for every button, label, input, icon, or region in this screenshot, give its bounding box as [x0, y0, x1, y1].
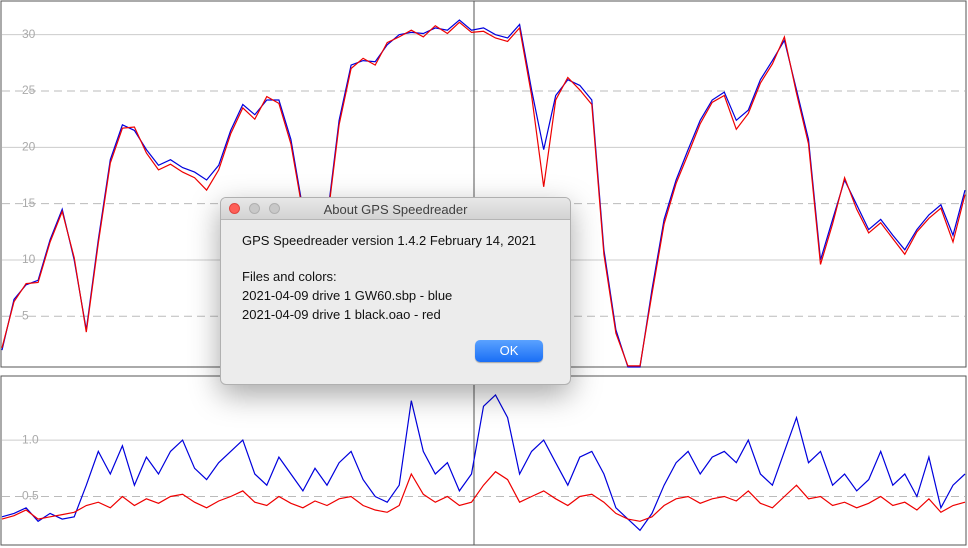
y-tick-label: 30 — [22, 27, 36, 41]
series-line — [1, 21, 966, 367]
ok-button[interactable]: OK — [475, 340, 543, 362]
minimize-button[interactable] — [249, 203, 260, 214]
y-tick-label: 20 — [22, 139, 36, 153]
close-button[interactable] — [229, 203, 240, 214]
about-dialog: About GPS Speedreader GPS Speedreader ve… — [220, 197, 571, 385]
files-heading: Files and colors: — [242, 269, 337, 284]
zoom-button[interactable] — [269, 203, 280, 214]
y-tick-label: 5 — [22, 308, 29, 322]
series-line — [1, 19, 966, 368]
y-tick-label: 1.0 — [22, 432, 39, 446]
file-line: 2021-04-09 drive 1 GW60.sbp - blue — [242, 288, 453, 303]
file-line: 2021-04-09 drive 1 black.oao - red — [242, 307, 441, 322]
version-text: GPS Speedreader version 1.4.2 February 1… — [242, 233, 537, 248]
series-line — [1, 394, 966, 532]
dialog-title: About GPS Speedreader — [323, 202, 468, 217]
title-bar: About GPS Speedreader — [221, 198, 570, 220]
y-tick-label: 10 — [22, 252, 36, 266]
series-line — [1, 470, 966, 522]
y-tick-label: 25 — [22, 83, 36, 97]
y-tick-label: 15 — [22, 196, 36, 210]
bottom-frame — [0, 375, 967, 546]
y-tick-label: 0.5 — [22, 489, 39, 503]
